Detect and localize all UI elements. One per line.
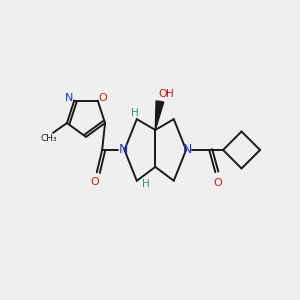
Text: H: H [130,108,138,118]
Polygon shape [155,101,164,130]
Text: N: N [183,143,192,157]
Text: O: O [159,89,167,99]
Text: N: N [118,143,128,157]
Text: N: N [64,93,73,103]
Text: CH₃: CH₃ [41,134,58,143]
Text: O: O [91,177,100,187]
Text: O: O [98,93,107,103]
Text: O: O [213,178,222,188]
Text: H: H [166,89,174,99]
Text: H: H [142,179,150,189]
